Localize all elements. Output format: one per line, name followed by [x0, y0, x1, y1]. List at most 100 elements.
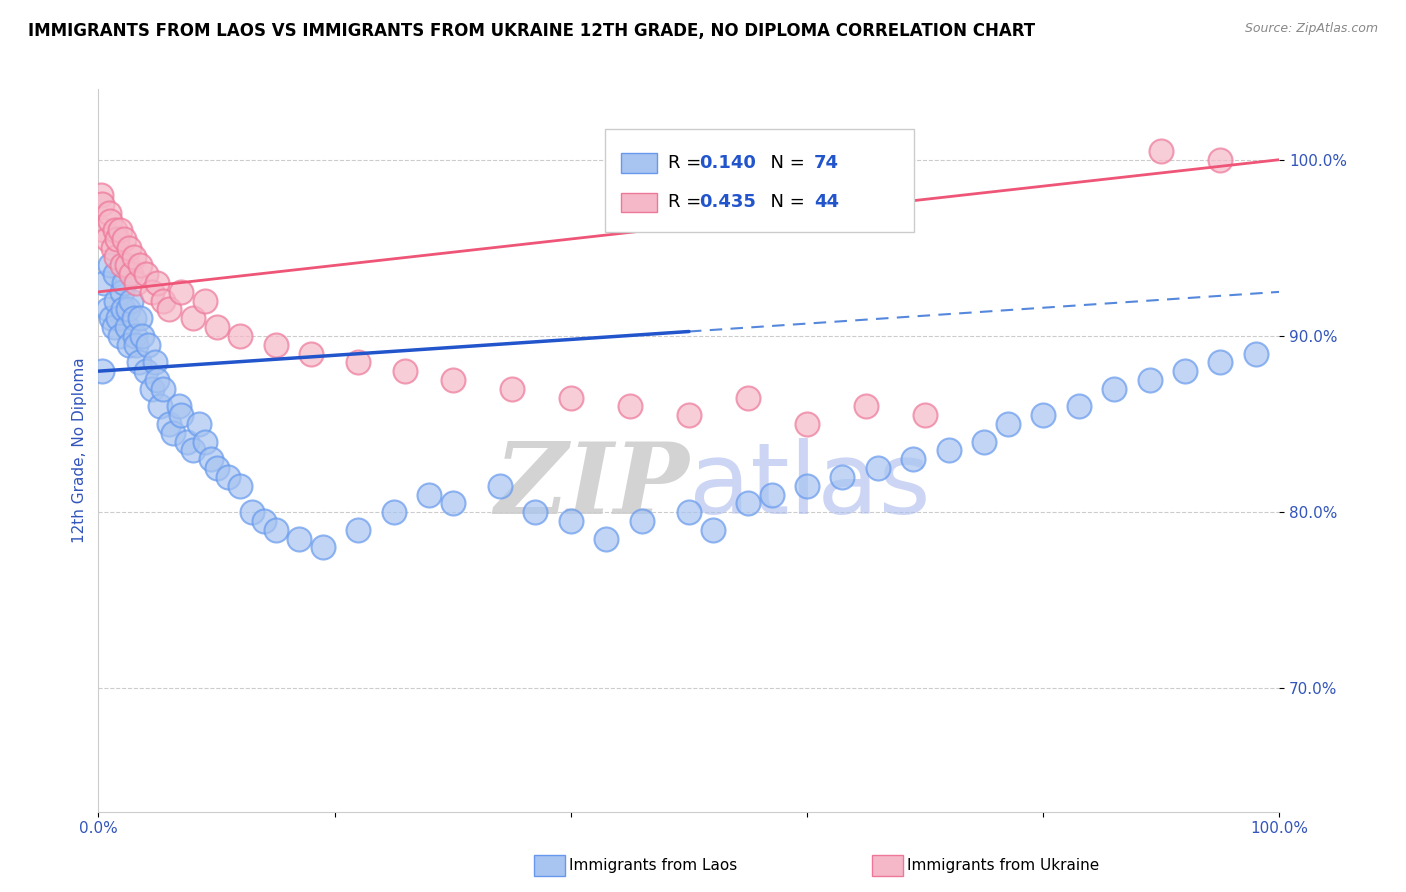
- Point: [93, 276, 115, 290]
- Point: [135, 267, 157, 281]
- Point: [176, 434, 198, 449]
- Point: [157, 417, 180, 431]
- Point: [619, 400, 641, 414]
- Point: [118, 241, 141, 255]
- Point: [347, 355, 370, 369]
- Point: [146, 276, 169, 290]
- Point: [97, 302, 120, 317]
- Point: [678, 505, 700, 519]
- Point: [104, 223, 127, 237]
- Point: [299, 346, 322, 360]
- Point: [167, 400, 190, 414]
- Point: [162, 425, 184, 440]
- Point: [903, 452, 925, 467]
- Point: [91, 196, 114, 211]
- Point: [1150, 144, 1173, 158]
- Point: [122, 311, 145, 326]
- Point: [796, 479, 818, 493]
- Point: [149, 400, 172, 414]
- Point: [105, 232, 128, 246]
- Text: Immigrants from Ukraine: Immigrants from Ukraine: [907, 858, 1099, 872]
- Point: [121, 293, 143, 308]
- Point: [103, 320, 125, 334]
- Point: [973, 434, 995, 449]
- Point: [1139, 373, 1161, 387]
- Text: Immigrants from Laos: Immigrants from Laos: [569, 858, 738, 872]
- Y-axis label: 12th Grade, No Diploma: 12th Grade, No Diploma: [72, 358, 87, 543]
- Point: [112, 276, 135, 290]
- Point: [128, 311, 150, 326]
- Point: [831, 470, 853, 484]
- Text: 0.140: 0.140: [699, 154, 755, 172]
- Point: [128, 355, 150, 369]
- Text: N =: N =: [759, 194, 811, 211]
- Point: [181, 311, 204, 326]
- Point: [108, 223, 131, 237]
- Point: [96, 232, 118, 246]
- Point: [108, 329, 131, 343]
- Point: [560, 514, 582, 528]
- Point: [205, 320, 228, 334]
- Point: [105, 250, 128, 264]
- Text: R =: R =: [668, 194, 707, 211]
- Point: [240, 505, 263, 519]
- Point: [118, 337, 141, 351]
- Point: [866, 461, 889, 475]
- Point: [312, 541, 335, 555]
- Point: [115, 259, 138, 273]
- Point: [98, 214, 121, 228]
- Point: [1209, 153, 1232, 167]
- Point: [200, 452, 222, 467]
- Text: ZIP: ZIP: [494, 438, 689, 535]
- Point: [1067, 400, 1090, 414]
- Point: [194, 434, 217, 449]
- Point: [1174, 364, 1197, 378]
- Point: [141, 285, 163, 299]
- Point: [194, 293, 217, 308]
- Text: 74: 74: [814, 154, 839, 172]
- Point: [112, 302, 135, 317]
- Point: [143, 355, 166, 369]
- Point: [630, 514, 652, 528]
- Point: [1032, 408, 1054, 422]
- Point: [1244, 346, 1267, 360]
- Point: [170, 285, 193, 299]
- Point: [264, 337, 287, 351]
- Point: [117, 302, 139, 317]
- Point: [702, 523, 724, 537]
- Point: [91, 364, 114, 378]
- Point: [1102, 382, 1125, 396]
- Text: 44: 44: [814, 194, 839, 211]
- Point: [141, 382, 163, 396]
- Point: [128, 259, 150, 273]
- Point: [394, 364, 416, 378]
- Point: [170, 408, 193, 422]
- Point: [112, 232, 135, 246]
- Point: [152, 293, 174, 308]
- Point: [914, 408, 936, 422]
- Point: [217, 470, 239, 484]
- Point: [441, 373, 464, 387]
- Point: [441, 496, 464, 510]
- Point: [855, 400, 877, 414]
- Point: [1209, 355, 1232, 369]
- Point: [157, 302, 180, 317]
- Point: [146, 373, 169, 387]
- Point: [98, 259, 121, 273]
- Point: [524, 505, 547, 519]
- Point: [105, 293, 128, 308]
- Point: [101, 241, 124, 255]
- Point: [100, 311, 122, 326]
- Point: [489, 479, 512, 493]
- Point: [347, 523, 370, 537]
- Point: [501, 382, 523, 396]
- Point: [796, 417, 818, 431]
- Point: [135, 364, 157, 378]
- Point: [131, 329, 153, 343]
- Point: [253, 514, 276, 528]
- Point: [737, 496, 759, 510]
- Point: [122, 250, 145, 264]
- Point: [104, 267, 127, 281]
- Point: [136, 337, 159, 351]
- Point: [107, 311, 129, 326]
